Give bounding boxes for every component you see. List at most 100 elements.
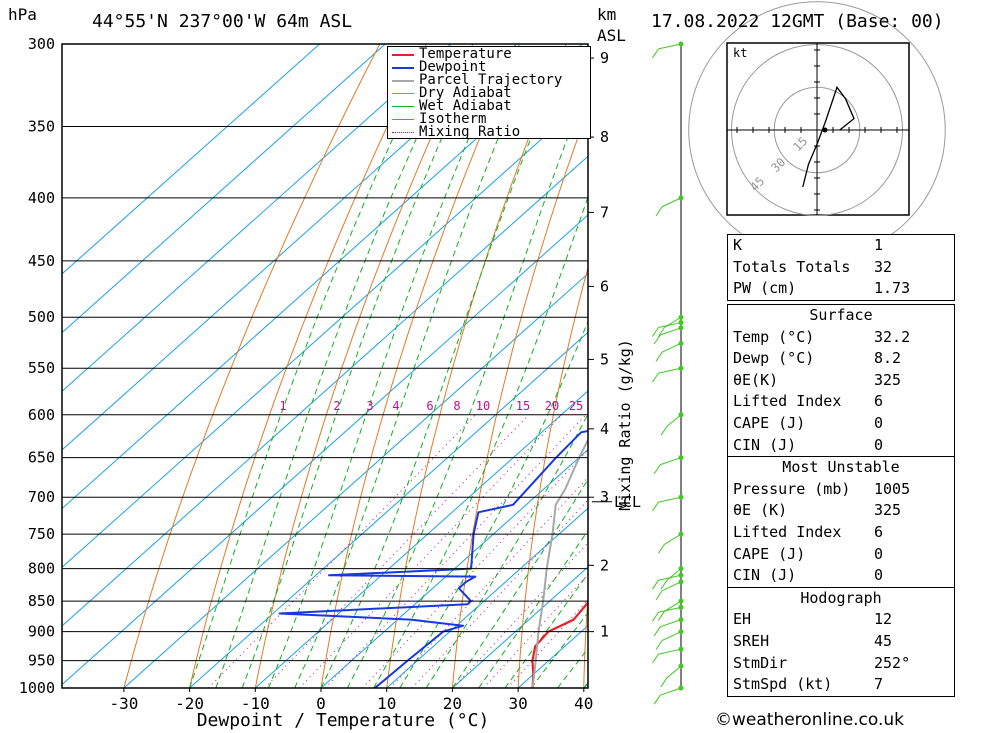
mixing-ratio-line [483,573,588,688]
credit-link[interactable]: ©weatheronline.co.uk [715,710,905,730]
isotherm-line [62,44,518,451]
temp-tick-label: 0 [316,694,326,713]
wet-adiabat-line [530,611,588,688]
location-title: 44°55'N 237°00'W 64m ASL [92,11,353,32]
wind-barb [661,197,682,208]
wind-barb-flag [657,327,665,337]
wet-adiabat-line [346,82,588,688]
most-unstable-title: Most Unstable [728,456,954,479]
wind-barb [660,619,682,628]
isotherm-line [62,44,386,334]
wet-adiabat-line [267,44,510,688]
wet-adiabat-line [320,44,570,688]
mu-label: Lifted Index [733,522,842,541]
hodo-value: 252° [874,653,911,672]
mixing-ratio-label: 3 [366,399,373,413]
isotherm-line [62,44,583,510]
isotherm-line [254,390,588,688]
pressure-tick-label: 300 [28,35,55,53]
temp-tick-label: 10 [377,694,396,713]
wind-barb [664,600,682,612]
wind-barb [666,414,682,427]
temp-tick-label: -10 [241,694,270,713]
pressure-tick-label: 1000 [19,679,55,697]
wind-barb [658,43,682,50]
series-temperature [531,600,588,688]
hodograph-trace [802,85,855,188]
wind-barb [658,367,682,374]
legend-dewpoint: Dewpoint [419,59,487,75]
temp-tick-label: 20 [443,694,462,713]
pressure-tick-label: 950 [28,652,55,670]
isotherm-line [386,507,588,688]
surface-label: Dewp (°C) [733,349,815,368]
dry-adiabat-line [320,44,520,688]
series-parcel-trajectory [531,437,588,688]
wind-barb-flag [657,544,665,554]
legend-dry-adiabat: Dry Adiabat [419,85,512,101]
x-axis-label: Dewpoint / Temperature (°C) [197,710,490,731]
wet-adiabat-line [478,529,588,688]
wind-barb [658,322,682,328]
hodo-value: 45 [874,631,893,650]
mixing-ratio-label: 10 [476,399,490,413]
isotherm-line [123,272,588,688]
km-tick-label: 5 [600,350,609,368]
surface-title: Surface [809,306,873,324]
wind-barb [658,606,682,613]
legend-isotherm: Isotherm [419,111,487,127]
wet-adiabat-line [373,195,588,688]
mu-label: θE (K) [733,501,788,520]
mixing-ratio-line [389,476,588,688]
hodo-value: 7 [874,675,884,694]
mixing-ratio-line [299,414,563,688]
wind-barb-flag [652,611,659,622]
legend-swatch-parcel [392,80,414,82]
wind-barb-flag [653,464,661,475]
wind-barb [658,496,682,503]
km-tick-label: 7 [600,203,609,221]
km-tick-label: 1 [600,623,609,641]
km-tick-label: 6 [600,277,609,295]
legend-temperature: Temperature [419,46,512,62]
wind-barb-flag [660,580,668,590]
pressure-tick-label: 500 [28,308,55,326]
wind-barb-flag [657,611,665,621]
wind-barb-flag [652,579,659,590]
dry-adiabat-line [583,590,588,688]
mu-value: 0 [874,566,884,585]
totals-totals-value: 32 [874,257,893,276]
wind-barb-flag [652,372,659,383]
mixing-ratio-axis-label: Mixing Ratio (g/kg) [616,339,634,511]
surface-value: 0 [874,413,884,432]
mu-value: 0 [874,544,884,563]
surface-value: 0 [874,435,884,454]
mixing-ratio-line [362,449,588,688]
mixing-ratio-label: 15 [516,399,530,413]
wind-barb-flag [660,677,668,688]
wind-barb-flag [652,653,659,664]
wind-barb [660,327,682,336]
mu-value: 1005 [874,479,911,498]
mixing-ratio-label: 6 [426,399,433,413]
wet-adiabat-line [215,44,461,688]
wet-adiabat-line [504,572,588,688]
wind-barb-flag [653,334,661,345]
km-tick-label: 3 [600,488,609,506]
mu-label: Pressure (mb) [733,479,851,498]
series-dewpoint [278,429,588,688]
isotherm-line [452,566,588,688]
pressure-tick-label: 800 [28,560,55,578]
wet-adiabat-line [294,44,539,688]
surface-label: Temp (°C) [733,327,815,346]
mixing-ratio-label: 25 [569,399,583,413]
mu-value: 325 [874,501,902,520]
surface-table: Surface Temp (°C) 32.2 Dewp (°C) 8.2 θE(K)… [727,304,955,697]
mu-label: CIN (J) [733,566,797,585]
pw-value: 1.73 [874,279,911,298]
legend-swatch-mixing-ratio [392,132,414,133]
mixing-ratio-line [324,414,587,688]
mixing-ratio-line [264,414,530,688]
wind-barb [660,687,682,696]
wind-barb-flag [655,351,663,362]
